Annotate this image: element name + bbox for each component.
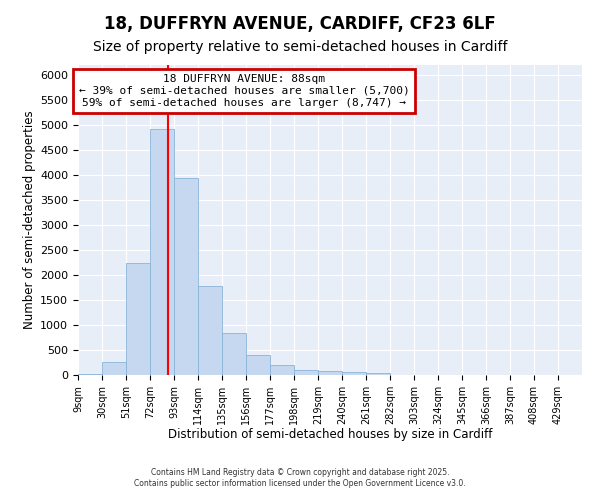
Text: 18, DUFFRYN AVENUE, CARDIFF, CF23 6LF: 18, DUFFRYN AVENUE, CARDIFF, CF23 6LF xyxy=(104,15,496,33)
Text: Contains HM Land Registry data © Crown copyright and database right 2025.
Contai: Contains HM Land Registry data © Crown c… xyxy=(134,468,466,487)
Y-axis label: Number of semi-detached properties: Number of semi-detached properties xyxy=(23,110,36,330)
Bar xyxy=(78,374,102,375)
X-axis label: Distribution of semi-detached houses by size in Cardiff: Distribution of semi-detached houses by … xyxy=(168,428,492,442)
Bar xyxy=(102,362,126,375)
Bar xyxy=(342,372,366,375)
Bar xyxy=(246,355,270,375)
Bar xyxy=(222,333,246,375)
Text: Size of property relative to semi-detached houses in Cardiff: Size of property relative to semi-detach… xyxy=(93,40,507,54)
Text: 18 DUFFRYN AVENUE: 88sqm
← 39% of semi-detached houses are smaller (5,700)
59% o: 18 DUFFRYN AVENUE: 88sqm ← 39% of semi-d… xyxy=(79,74,410,108)
Bar xyxy=(294,370,318,375)
Bar xyxy=(174,178,198,375)
Bar xyxy=(150,129,174,375)
Bar xyxy=(366,373,390,375)
Bar xyxy=(198,286,222,375)
Bar xyxy=(270,365,294,375)
Bar xyxy=(318,371,342,375)
Bar xyxy=(126,262,150,375)
